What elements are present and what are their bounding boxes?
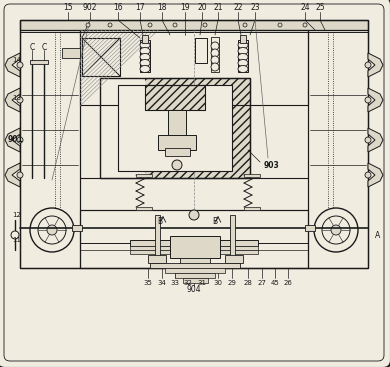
Bar (118, 85, 232, 171)
Bar (238, 40, 248, 72)
Circle shape (365, 62, 371, 68)
Polygon shape (368, 163, 383, 187)
Circle shape (11, 231, 19, 239)
Ellipse shape (238, 59, 248, 66)
Text: 27: 27 (257, 280, 266, 286)
Text: 35: 35 (144, 280, 152, 286)
Bar (20, 30, 80, 268)
Bar (158, 135, 196, 150)
Circle shape (17, 97, 23, 103)
Bar (118, 85, 232, 171)
Text: 19: 19 (180, 4, 190, 12)
Bar (140, 40, 150, 72)
Text: C: C (41, 44, 47, 52)
Circle shape (365, 97, 371, 103)
Text: 24: 24 (300, 4, 310, 12)
Bar (130, 240, 258, 246)
Bar (244, 174, 260, 177)
Bar (136, 207, 152, 210)
Circle shape (322, 216, 350, 244)
Bar (145, 85, 205, 110)
Text: A: A (375, 230, 381, 240)
Circle shape (365, 137, 371, 143)
Bar (175, 273, 215, 278)
Bar (180, 258, 210, 266)
Ellipse shape (238, 47, 248, 55)
Text: 903: 903 (264, 160, 280, 170)
Circle shape (148, 23, 152, 27)
Circle shape (172, 160, 182, 170)
Text: 33: 33 (170, 280, 179, 286)
Bar (20, 20, 368, 30)
Circle shape (365, 172, 371, 178)
Text: 18: 18 (157, 4, 167, 12)
Bar (80, 30, 308, 105)
Bar (308, 30, 368, 268)
Bar (244, 207, 260, 210)
Polygon shape (368, 53, 383, 77)
Bar (230, 215, 235, 265)
Bar (225, 255, 243, 263)
Bar (82, 38, 120, 76)
Ellipse shape (211, 49, 219, 57)
Circle shape (331, 225, 341, 235)
Circle shape (86, 23, 90, 27)
Bar (168, 110, 186, 150)
Text: 901: 901 (8, 135, 24, 145)
Ellipse shape (140, 65, 150, 73)
Text: 902: 902 (83, 4, 97, 12)
Bar (155, 215, 160, 265)
Polygon shape (80, 30, 145, 178)
Ellipse shape (140, 59, 150, 66)
Ellipse shape (211, 42, 219, 50)
Text: 11: 11 (12, 237, 21, 243)
Text: 21: 21 (213, 4, 223, 12)
Bar (100, 78, 250, 178)
Circle shape (17, 62, 23, 68)
Bar (136, 174, 152, 177)
Text: 31: 31 (197, 280, 206, 286)
Circle shape (278, 23, 282, 27)
Bar (20, 20, 368, 268)
Bar (240, 35, 246, 43)
Bar (142, 35, 148, 43)
Bar (211, 37, 219, 72)
Bar (72, 225, 82, 231)
Bar (20, 20, 368, 30)
Text: 45: 45 (271, 280, 279, 286)
Circle shape (173, 23, 177, 27)
Ellipse shape (140, 47, 150, 55)
Text: 23: 23 (250, 4, 260, 12)
Text: 13: 13 (12, 95, 21, 101)
Polygon shape (5, 88, 20, 112)
Ellipse shape (140, 41, 150, 48)
Bar (80, 30, 308, 268)
Bar (80, 210, 308, 268)
Text: 12: 12 (12, 212, 21, 218)
Bar (183, 278, 208, 283)
Text: 14: 14 (12, 57, 21, 63)
Polygon shape (368, 88, 383, 112)
Text: 28: 28 (244, 280, 252, 286)
Polygon shape (5, 128, 20, 152)
Polygon shape (368, 128, 383, 152)
Bar (165, 268, 225, 273)
Bar (170, 236, 220, 258)
Text: 30: 30 (213, 280, 223, 286)
Ellipse shape (238, 54, 248, 61)
Text: 29: 29 (227, 280, 236, 286)
Circle shape (17, 172, 23, 178)
Circle shape (108, 23, 112, 27)
Bar (150, 263, 240, 268)
Circle shape (314, 208, 358, 252)
Circle shape (203, 23, 207, 27)
Ellipse shape (211, 56, 219, 64)
Text: B: B (213, 218, 218, 226)
Text: 32: 32 (184, 280, 192, 286)
Text: 22: 22 (233, 4, 243, 12)
Text: 904: 904 (187, 286, 201, 294)
Polygon shape (5, 163, 20, 187)
Bar (195, 38, 207, 63)
Text: B: B (158, 218, 163, 226)
